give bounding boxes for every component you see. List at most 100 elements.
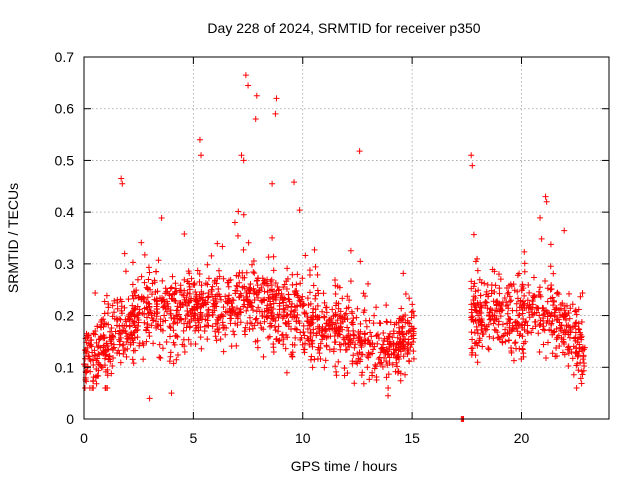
data-point	[478, 319, 485, 326]
data-point	[371, 343, 378, 350]
data-point	[129, 356, 136, 363]
data-point	[119, 310, 126, 317]
data-point	[473, 323, 480, 330]
data-point	[386, 330, 393, 337]
data-point	[186, 280, 193, 287]
data-point	[272, 296, 279, 303]
data-point	[234, 232, 241, 239]
data-point	[284, 265, 291, 272]
data-point	[529, 298, 536, 305]
data-point	[272, 279, 279, 286]
data-point	[143, 338, 150, 345]
data-point	[181, 230, 188, 237]
data-point	[168, 284, 175, 291]
data-point	[153, 268, 160, 275]
data-point	[394, 334, 401, 341]
data-point	[224, 309, 231, 316]
data-point	[505, 289, 512, 296]
data-point	[138, 239, 145, 246]
y-tick-label: 0.3	[55, 256, 75, 272]
data-point	[551, 309, 558, 316]
data-point	[143, 324, 150, 331]
data-point	[578, 380, 585, 387]
data-point	[180, 336, 187, 343]
data-point	[242, 324, 249, 331]
data-point	[485, 293, 492, 300]
data-point	[92, 374, 99, 381]
data-point	[117, 296, 124, 303]
data-point	[550, 270, 557, 277]
data-point	[554, 289, 561, 296]
data-point	[396, 355, 403, 362]
data-point	[101, 334, 108, 341]
data-point	[397, 377, 404, 384]
data-point	[471, 340, 478, 347]
data-point	[367, 341, 374, 348]
data-point	[288, 300, 295, 307]
data-point	[502, 326, 509, 333]
data-point	[313, 332, 320, 339]
data-point	[337, 341, 344, 348]
data-point	[250, 307, 257, 314]
data-point	[159, 318, 166, 325]
data-point	[141, 319, 148, 326]
data-point	[410, 355, 417, 362]
data-point	[115, 330, 122, 337]
data-point	[535, 330, 542, 337]
data-point	[326, 346, 333, 353]
data-point	[237, 309, 244, 316]
data-point	[516, 270, 523, 277]
data-point	[283, 302, 290, 309]
data-point	[126, 322, 133, 329]
data-point	[373, 377, 380, 384]
data-point	[161, 299, 168, 306]
data-point	[575, 326, 582, 333]
data-point	[325, 333, 332, 340]
grid-lines	[84, 57, 609, 419]
data-point	[580, 353, 587, 360]
data-point	[181, 348, 188, 355]
data-point	[174, 307, 181, 314]
data-point	[573, 344, 580, 351]
y-tick-label: 0.7	[55, 49, 75, 65]
data-point	[518, 287, 525, 294]
data-point	[344, 332, 351, 339]
data-point	[276, 300, 283, 307]
data-point	[521, 326, 528, 333]
data-point	[246, 326, 253, 333]
data-point	[140, 342, 147, 349]
data-point	[280, 305, 287, 312]
data-point	[239, 284, 246, 291]
data-point	[385, 384, 392, 391]
data-point	[469, 349, 476, 356]
data-point	[149, 291, 156, 298]
data-point	[567, 326, 574, 333]
data-point	[497, 305, 504, 312]
data-point	[519, 333, 526, 340]
data-point	[129, 302, 136, 309]
data-point	[181, 276, 188, 283]
data-point	[209, 283, 216, 290]
data-point	[490, 298, 497, 305]
data-point	[150, 340, 157, 347]
data-point	[231, 219, 238, 226]
data-point	[283, 369, 290, 376]
data-point	[152, 318, 159, 325]
data-point	[469, 313, 476, 320]
data-point	[209, 311, 216, 318]
data-point	[345, 339, 352, 346]
data-point	[82, 347, 89, 354]
data-point	[557, 324, 564, 331]
data-point	[167, 307, 174, 314]
data-point	[197, 324, 204, 331]
data-point	[154, 288, 161, 295]
data-point	[470, 293, 477, 300]
data-point	[489, 266, 496, 273]
data-point	[344, 293, 351, 300]
data-point	[499, 321, 506, 328]
data-point	[468, 278, 475, 285]
data-point	[497, 313, 504, 320]
data-point	[389, 334, 396, 341]
data-point	[165, 290, 172, 297]
data-point	[129, 337, 136, 344]
